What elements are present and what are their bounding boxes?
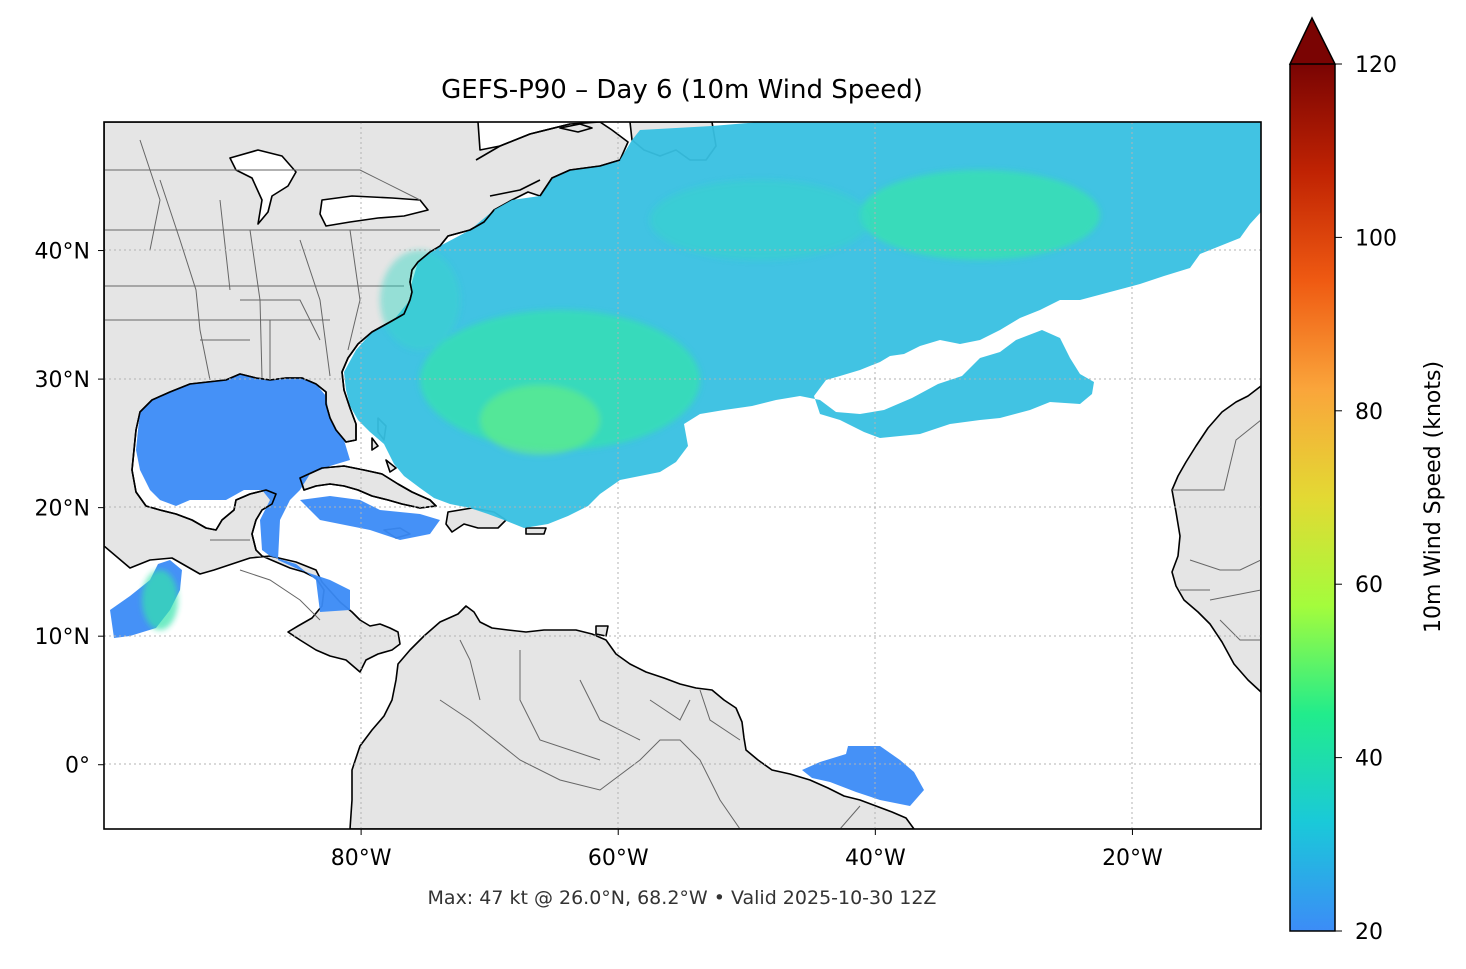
colorbar-tick-label: 80 [1355, 400, 1383, 425]
wind-region-equatorial [802, 746, 924, 806]
max-wind-annotation: Max: 47 kt @ 26.0°N, 68.2°W • Valid 2025… [428, 887, 937, 909]
longitude-tick-label: 60°W [588, 846, 649, 871]
colorbar-tick-label: 120 [1355, 53, 1397, 78]
longitude-tick-labels: 80°W 60°W 40°W 20°W [331, 829, 1163, 871]
coastline-maritimes [475, 123, 621, 197]
colorbar-label: 10m Wind Speed (knots) [1421, 361, 1446, 633]
africa-borders [1172, 419, 1261, 641]
wind-region-gulf [136, 374, 350, 612]
colorbar: 20 40 60 80 100 120 10m Wind Speed (knots) [1288, 16, 1446, 945]
south-america-borders [439, 639, 861, 829]
colorbar-tick-label: 60 [1355, 573, 1383, 598]
borders-layer [104, 139, 1261, 829]
longitude-tick-label: 20°W [1102, 846, 1163, 871]
colorbar-ticks: 20 40 60 80 100 120 [1335, 53, 1397, 945]
colorbar-tick-label: 40 [1355, 747, 1383, 772]
land-pei [559, 123, 593, 133]
chart-title: GEFS-P90 – Day 6 (10m Wind Speed) [441, 75, 923, 105]
latitude-tick-label: 30°N [35, 368, 90, 393]
land-south-america [349, 605, 915, 829]
wind-core-max [480, 385, 600, 455]
land-africa [1171, 385, 1261, 693]
wind-core-northeast [860, 170, 1100, 260]
coastline-cuba [299, 465, 437, 509]
latitude-tick-label: 20°N [35, 497, 90, 522]
central-america-borders [210, 539, 321, 621]
colorbar-tick-label: 100 [1355, 226, 1397, 251]
wind-core-coastal [380, 250, 460, 350]
latitude-tick-label: 10°N [35, 625, 90, 650]
land-layer [104, 122, 1261, 829]
canada-border [104, 169, 421, 201]
colorbar-frame [1289, 64, 1336, 932]
longitude-tick-label: 80°W [331, 846, 392, 871]
land-puerto-rico [525, 527, 547, 535]
latitude-tick-label: 40°N [35, 240, 90, 265]
colorbar-extend-arrow [1288, 16, 1337, 65]
colorbar-tick-label: 20 [1355, 920, 1383, 945]
wind-core-north [650, 180, 870, 260]
great-lakes [229, 149, 429, 227]
us-state-borders [104, 139, 440, 381]
latitude-tick-labels: 40°N 30°N 20°N 10°N 0° [35, 240, 104, 779]
map-panel [104, 122, 1261, 829]
colorbar-gradient [1290, 64, 1335, 931]
land-trinidad [595, 625, 609, 637]
wind-cores [142, 170, 1100, 630]
latitude-tick-label: 0° [65, 754, 90, 779]
wind-core-pacific [142, 570, 178, 630]
longitude-tick-label: 40°W [845, 846, 906, 871]
coastlines-layer [131, 123, 621, 551]
map-frame [103, 121, 1262, 830]
coastline-gulf [131, 209, 495, 551]
